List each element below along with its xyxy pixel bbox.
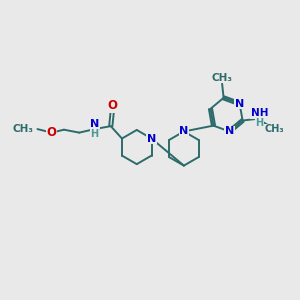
Text: O: O [107,99,117,112]
Text: NH: NH [250,108,268,118]
Text: CH₃: CH₃ [12,124,33,134]
Text: N: N [179,126,188,136]
Text: N: N [147,134,156,143]
Text: N: N [235,99,244,109]
Text: O: O [46,126,57,139]
Text: N: N [90,119,99,129]
Text: H: H [255,118,263,128]
Text: N: N [225,127,234,136]
Text: CH₃: CH₃ [265,124,284,134]
Text: CH₃: CH₃ [212,73,233,83]
Text: H: H [91,129,99,140]
